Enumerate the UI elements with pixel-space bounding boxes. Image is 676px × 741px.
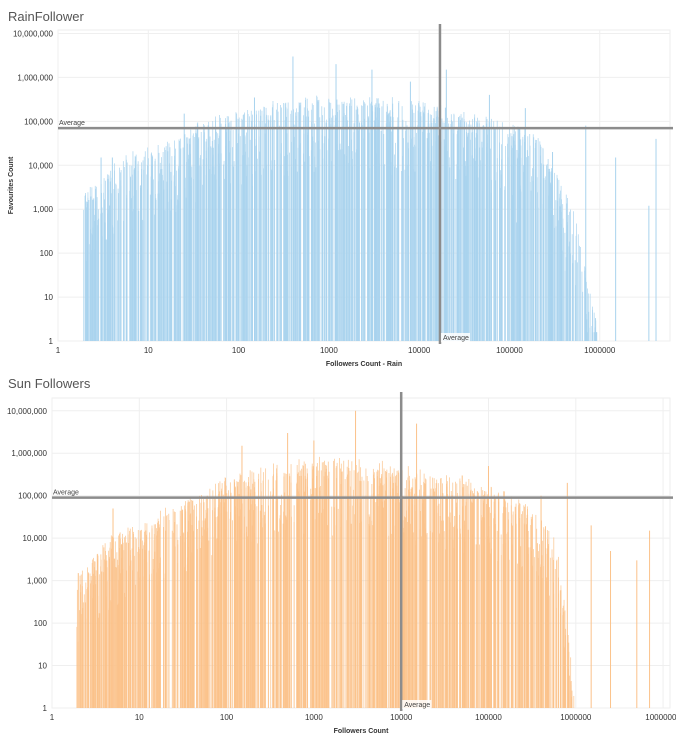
chart-1-average-label-y: Average (59, 120, 85, 127)
chart-2-y-tick-label: 10,000,000 (7, 407, 48, 416)
chart-1-y-tick-label: 100 (40, 249, 54, 258)
chart-1-x-tick-label: 10 (144, 346, 153, 355)
chart-1-x-tick-label: 10000 (408, 346, 431, 355)
chart-2-x-tick-label: 100 (220, 713, 234, 722)
chart-1-y-axis-title: Favourites Count (8, 156, 15, 214)
chart-2-y-tick-label: 10,000 (23, 534, 48, 543)
chart-1-x-tick-label: 100000 (496, 346, 523, 355)
chart-1-y-tick-label: 100,000 (24, 117, 53, 126)
chart-2-x-tick-label: 10000 (390, 713, 413, 722)
chart-2-x-tick-label: 1000 (305, 713, 323, 722)
chart-2-x-tick-label: 1 (50, 713, 55, 722)
chart-2-y-tick-label: 1,000,000 (11, 449, 47, 458)
chart-2-x-tick-label: 10 (135, 713, 144, 722)
chart-2-y-tick-label: 1,000 (27, 577, 48, 586)
chart-2-average-label-y: Average (53, 490, 79, 497)
chart-2-title: Sun Followers (8, 376, 91, 391)
chart-2-average-label-x: Average (404, 702, 430, 709)
chart-1-y-tick-label: 10,000 (29, 161, 54, 170)
chart-1-x-axis-title: Followers Count - Rain (326, 361, 402, 368)
chart-1-average-label-x: Average (443, 335, 469, 342)
chart-2-average-label-bg (402, 700, 432, 709)
chart-2-y-tick-label: 100 (34, 619, 48, 628)
chart-1-y-tick-label: 1 (49, 337, 54, 346)
chart-2-x-tick-label: 1000000 (560, 713, 592, 722)
chart-2-y-tick-label: 10 (38, 662, 47, 671)
chart-2-y-tick-label: 100,000 (18, 492, 47, 501)
chart-1-title: RainFollower (8, 9, 84, 24)
chart-1-x-tick-label: 1000000 (584, 346, 616, 355)
chart-1-y-tick-label: 10 (44, 293, 53, 302)
chart-2-x-axis-title: Followers Count (334, 728, 390, 735)
chart-1-x-tick-label: 1000 (320, 346, 338, 355)
chart-1-x-tick-label: 100 (232, 346, 246, 355)
chart-2-x-tick-label: 10000000 (645, 713, 676, 722)
chart-1-y-tick-label: 1,000 (33, 205, 54, 214)
chart-1-y-tick-label: 1,000,000 (17, 73, 53, 82)
chart-1-x-tick-label: 1 (56, 346, 61, 355)
chart-1-plot: 1 10 100 1000 10000 100000 1000000 1 10 100 1,000 1… (8, 24, 673, 368)
chart-1-average-label-bg (440, 333, 470, 342)
chart-2-x-tick-label: 100000 (475, 713, 502, 722)
chart-1-y-tick-label: 10,000,000 (13, 29, 54, 38)
chart-2-y-tick-label: 1 (43, 704, 48, 713)
chart-2-plot: 1 10 100 1000 10000 100000 1000000 10000000 1 10 1… (7, 392, 676, 735)
